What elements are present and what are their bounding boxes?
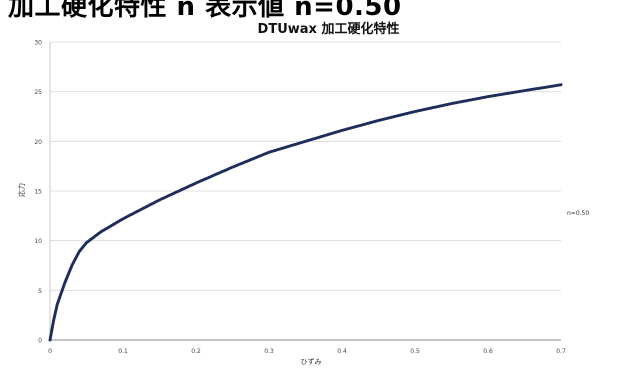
x-tick-label: 0 bbox=[48, 348, 52, 355]
y-tick-label: 5 bbox=[38, 288, 42, 295]
x-tick-label: 0.4 bbox=[337, 348, 347, 355]
x-tick-label: 0.1 bbox=[118, 348, 128, 355]
x-tick-label: 0.2 bbox=[191, 348, 201, 355]
gridlines bbox=[50, 41, 561, 291]
y-tick-label: 25 bbox=[34, 89, 42, 96]
y-tick-label: 30 bbox=[34, 40, 42, 47]
y-axis-label: 応力 bbox=[17, 183, 26, 197]
x-tick-label: 0.3 bbox=[264, 348, 274, 355]
chart-title: DTUwax 加工硬化特性 bbox=[257, 22, 400, 37]
axes bbox=[49, 42, 561, 341]
x-tick-label: 0.6 bbox=[483, 348, 493, 355]
y-tick-label: 15 bbox=[34, 189, 42, 196]
data-point bbox=[559, 83, 563, 87]
x-tick-label: 0.5 bbox=[410, 348, 420, 355]
x-tick-label: 0.7 bbox=[556, 348, 566, 355]
x-axis-label: ひずみ bbox=[301, 357, 322, 366]
y-tick-label: 0 bbox=[38, 338, 42, 345]
page-banner: 加工硬化特性 n 表示値 n=0.50 bbox=[8, 0, 402, 22]
y-tick-label: 20 bbox=[34, 139, 42, 146]
data-series bbox=[48, 83, 563, 342]
legend-entry: n=0.50 bbox=[567, 210, 590, 217]
tick-labels: 0 5 10 15 20 25 30 0 0.1 0.2 0.3 0.4 0.5 0.6 0.7 bbox=[34, 40, 566, 356]
y-tick-label: 10 bbox=[34, 238, 42, 245]
